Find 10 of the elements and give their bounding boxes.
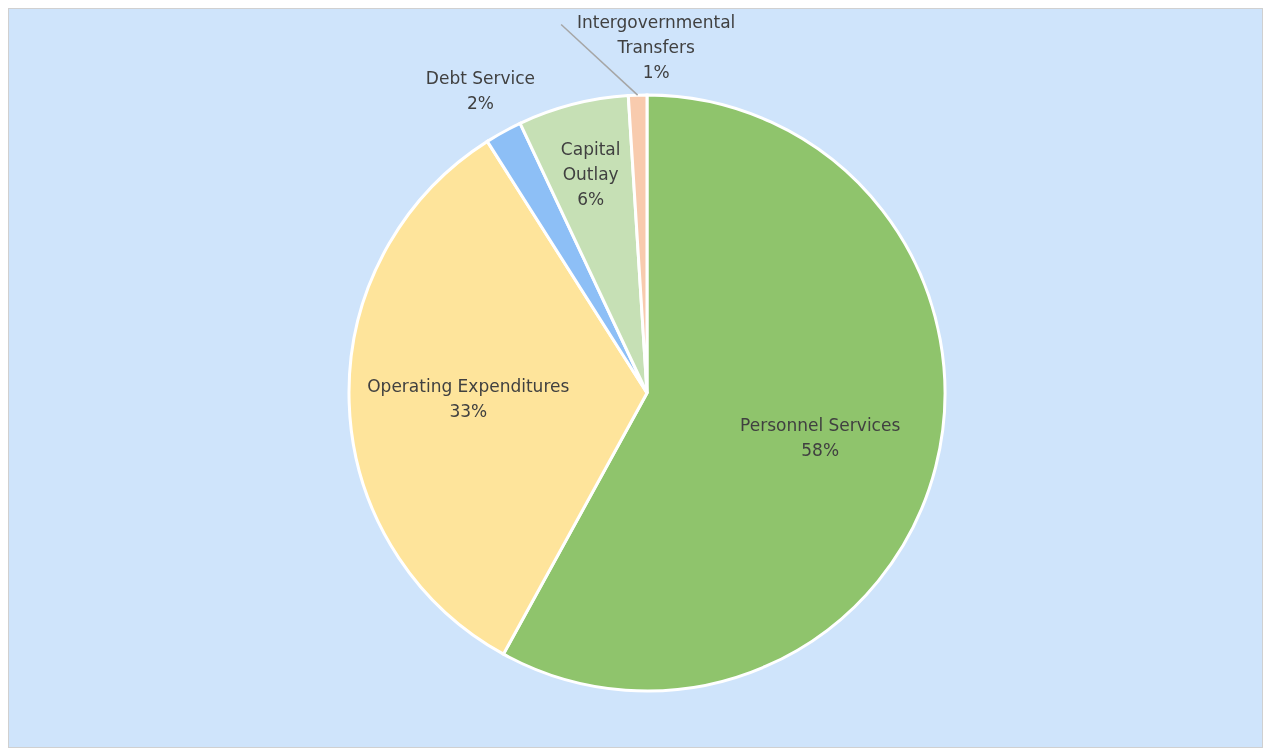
slice-label: Personnel Services bbox=[740, 414, 901, 435]
slice-label: Debt Service bbox=[425, 67, 536, 88]
data-label: 6% bbox=[577, 188, 605, 209]
slice-label: Intergovernmental Transfers bbox=[576, 12, 736, 58]
slice-label: Capital Outlay bbox=[560, 138, 621, 184]
data-label: 2% bbox=[466, 92, 494, 113]
data-label: 1% bbox=[642, 62, 670, 83]
data-label: 33% bbox=[449, 401, 488, 422]
data-label: 58% bbox=[801, 439, 840, 460]
slice-label: Operating Expenditures bbox=[367, 376, 570, 397]
